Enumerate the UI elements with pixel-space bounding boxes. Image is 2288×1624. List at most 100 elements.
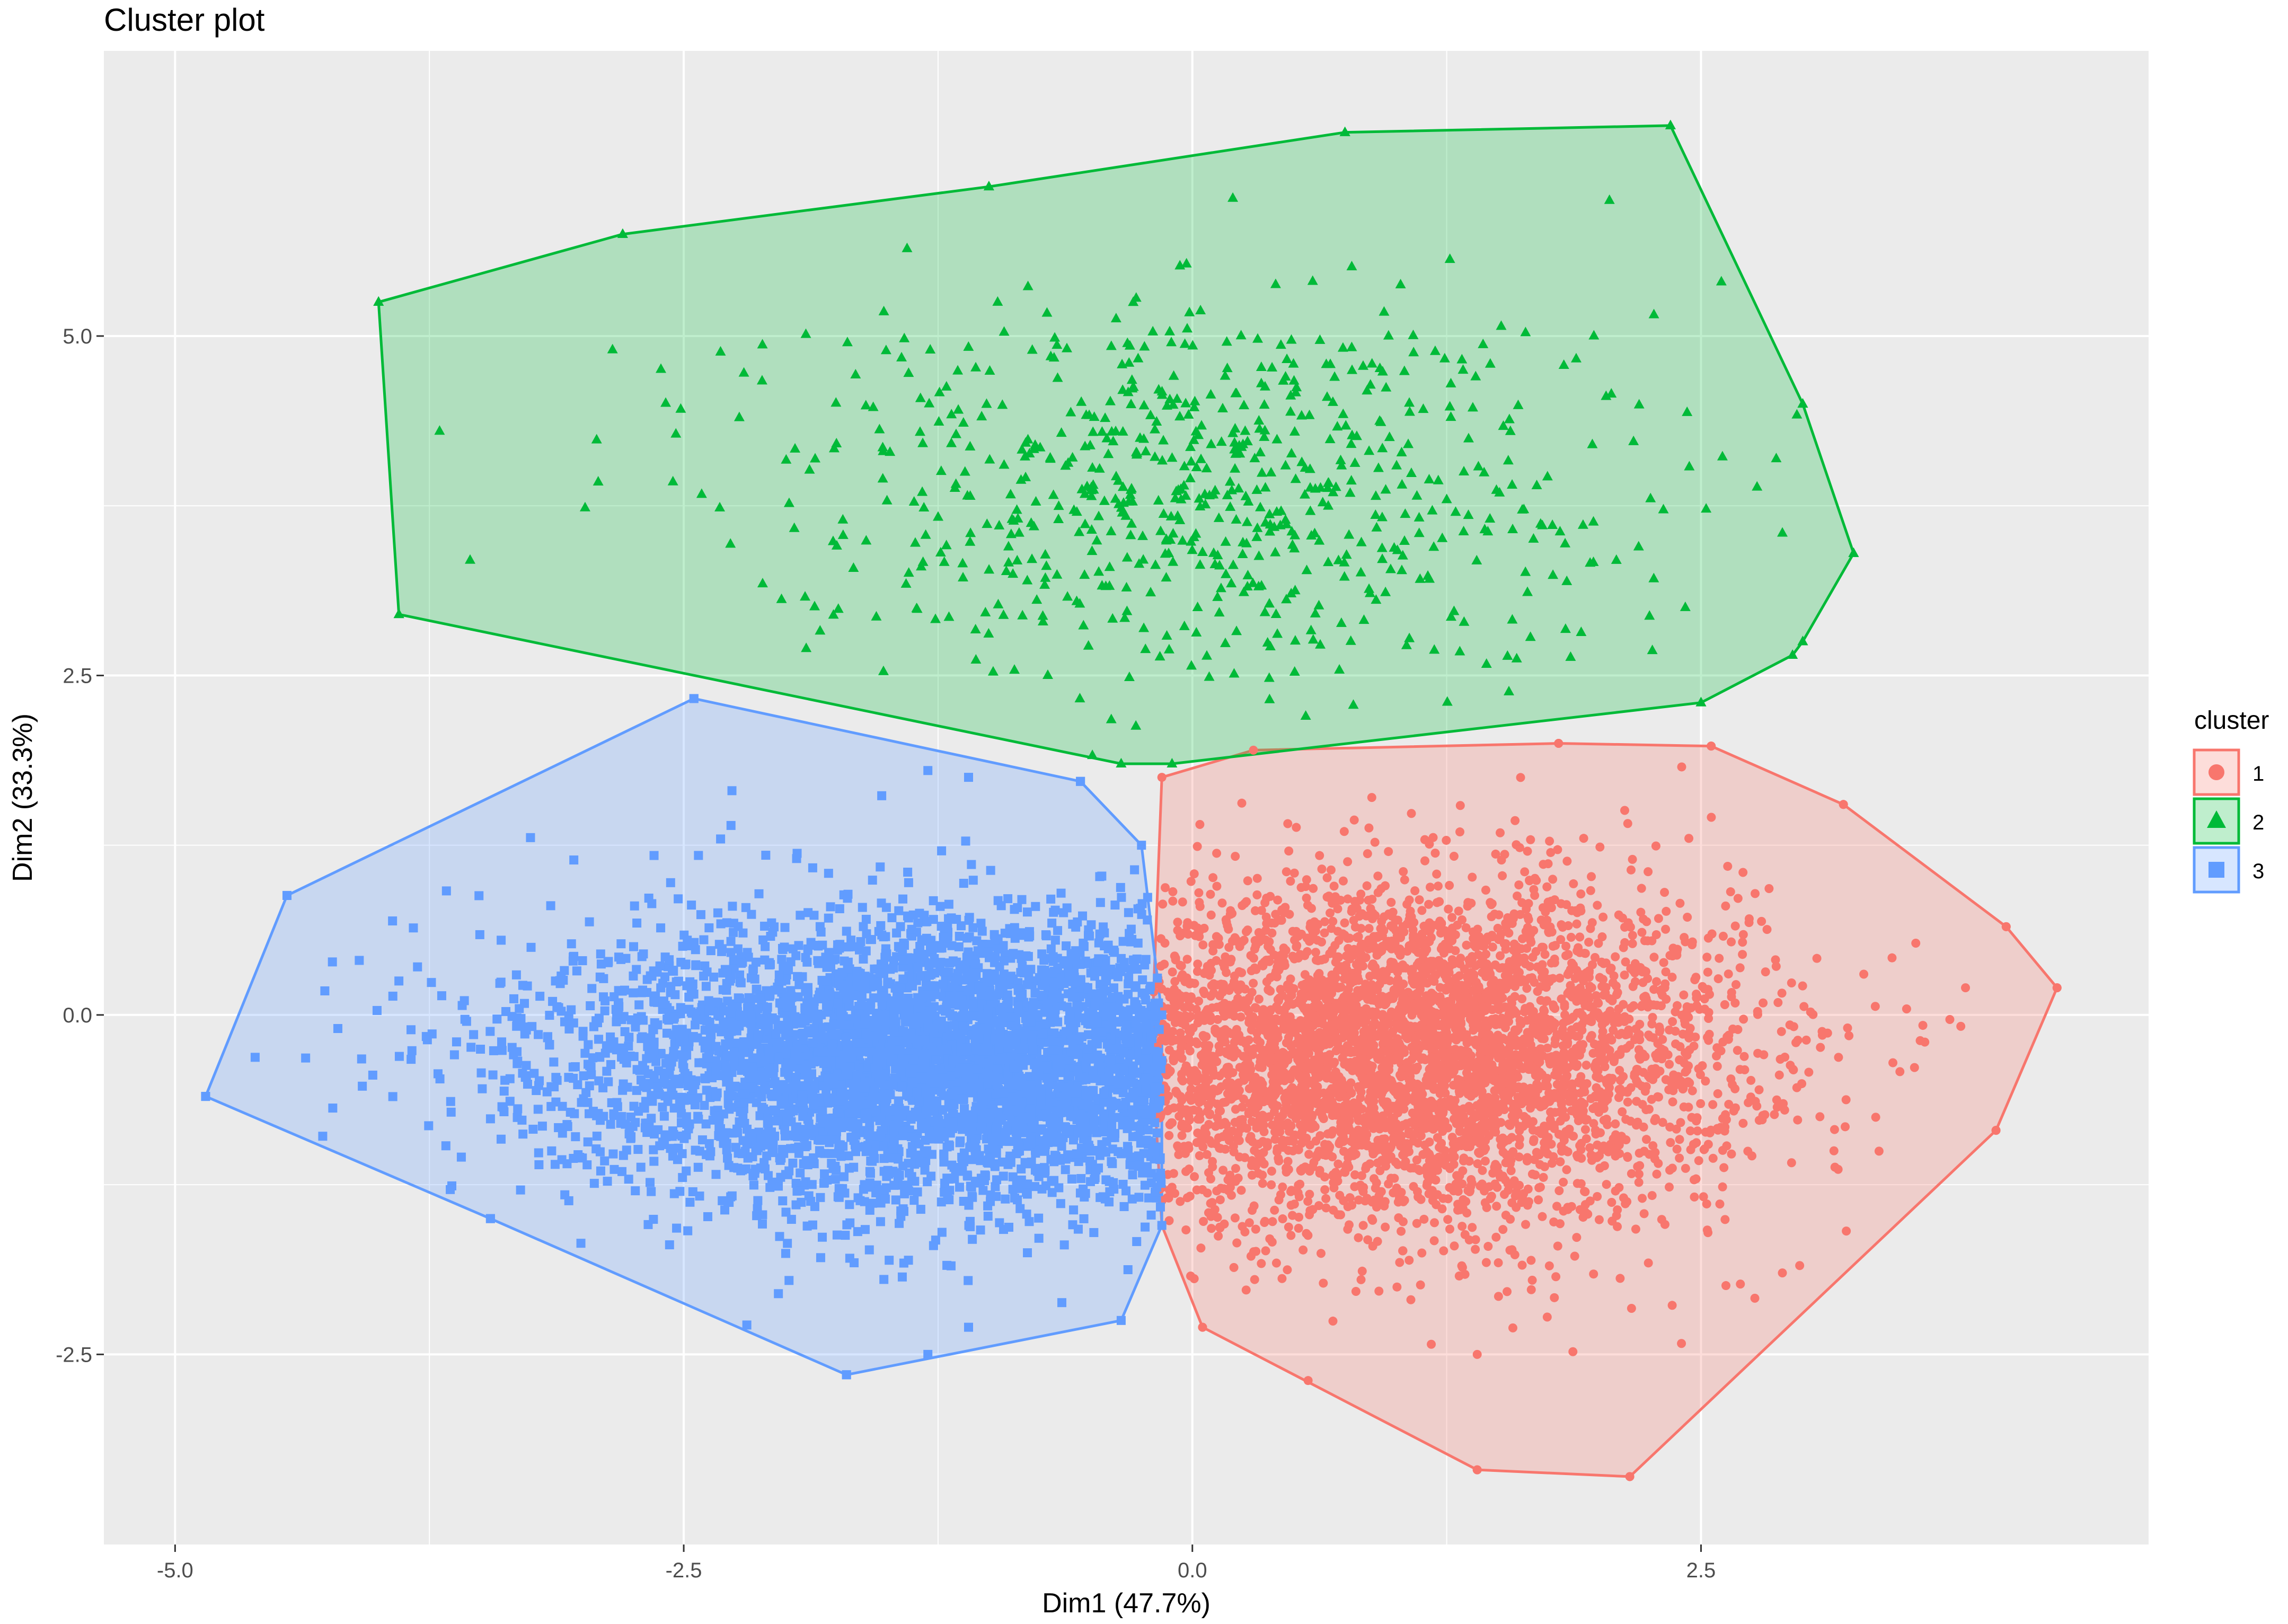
cluster-1-point: [1461, 1046, 1470, 1056]
cluster-1-point: [1628, 939, 1637, 948]
cluster-1-point: [1497, 1066, 1507, 1075]
cluster-1-point: [1560, 1145, 1570, 1155]
cluster-1-point: [1487, 899, 1497, 908]
cluster-1-point: [1759, 998, 1768, 1008]
cluster-1-point: [1542, 1312, 1552, 1322]
cluster-1-point: [1773, 998, 1783, 1007]
cluster-1-point: [1287, 991, 1296, 1000]
cluster-1-point: [1647, 936, 1657, 946]
cluster-1-point: [1668, 1097, 1677, 1107]
cluster-1-point: [1322, 892, 1332, 902]
cluster-1-point: [1252, 873, 1262, 883]
cluster-1-point: [1306, 1041, 1316, 1051]
cluster-1-point: [1624, 1014, 1634, 1024]
cluster-1-point: [1322, 1052, 1332, 1062]
cluster-1-point: [1844, 1031, 1854, 1040]
cluster-1-point: [1386, 898, 1396, 907]
cluster-1-point: [1728, 1080, 1737, 1089]
cluster-1-point: [1703, 967, 1712, 977]
cluster-1-point: [1407, 809, 1416, 818]
cluster-1-point: [1480, 1157, 1490, 1166]
cluster-1-point: [1562, 900, 1571, 910]
cluster-1-point: [1186, 1003, 1195, 1012]
cluster-1-point: [1520, 867, 1530, 877]
cluster-1-point: [1720, 1000, 1729, 1010]
cluster-1-point: [1634, 1178, 1644, 1187]
cluster-1-point: [1298, 1245, 1308, 1255]
cluster-1-point: [1337, 962, 1346, 972]
cluster-1-point: [1264, 1096, 1274, 1106]
cluster-1-point: [1386, 1152, 1395, 1161]
cluster-1-point: [1156, 934, 1165, 943]
cluster-1-point: [1328, 1317, 1338, 1326]
cluster-1-point: [1459, 1056, 1469, 1066]
cluster-1-point: [1526, 1256, 1536, 1265]
cluster-1-point: [1285, 1136, 1294, 1146]
cluster-1-point: [1752, 1101, 1762, 1111]
cluster-1-point: [1284, 1037, 1293, 1046]
cluster-1-point: [1333, 952, 1343, 961]
cluster-1-point: [1212, 849, 1222, 858]
cluster-1-point: [1506, 995, 1516, 1004]
cluster-1-point: [1174, 1111, 1184, 1121]
cluster-1-point: [1834, 1053, 1843, 1062]
cluster-1-point: [1496, 929, 1506, 939]
cluster-1-point: [1488, 1005, 1497, 1014]
cluster-1-point: [1183, 918, 1192, 928]
cluster-1-point: [1619, 1193, 1628, 1203]
cluster-1-point: [1540, 1162, 1549, 1171]
cluster-1-point: [1613, 1050, 1623, 1060]
cluster-1-point: [1381, 881, 1390, 890]
cluster-1-point: [1547, 896, 1556, 906]
cluster-1-point: [1577, 1079, 1586, 1089]
cluster-1-point: [1495, 1019, 1505, 1029]
cluster-1-point: [1522, 1156, 1532, 1166]
cluster-1-point: [1178, 897, 1187, 907]
cluster-1-point: [1777, 988, 1787, 998]
cluster-1-point: [1354, 1116, 1363, 1125]
cluster-1-point: [1739, 1014, 1748, 1024]
cluster-1-point: [1605, 994, 1614, 1003]
cluster-1-point: [1474, 1148, 1483, 1157]
cluster-1-point: [1792, 1083, 1801, 1092]
cluster-1-point: [1400, 875, 1409, 885]
cluster-1-point: [1430, 1218, 1439, 1228]
cluster-1-point: [1645, 1150, 1654, 1159]
cluster-1-point: [1429, 1162, 1439, 1172]
cluster-1-point: [1189, 869, 1199, 879]
cluster-1-point: [1437, 1101, 1447, 1111]
cluster-1-point: [1586, 924, 1595, 933]
cluster-1-point: [1521, 1220, 1531, 1229]
cluster-1-point: [1204, 1168, 1213, 1178]
cluster-1-point: [1321, 1203, 1331, 1213]
cluster-1-point: [1236, 1012, 1245, 1022]
cluster-1-point: [1347, 1201, 1357, 1210]
cluster-1-point: [1507, 1036, 1517, 1045]
cluster-1-point: [1526, 835, 1535, 844]
cluster-1-point: [1372, 1113, 1381, 1123]
cluster-1-point: [1202, 1051, 1211, 1061]
cluster-1-point: [1311, 955, 1321, 965]
cluster-1-point: [1690, 1192, 1699, 1202]
cluster-1-point: [1859, 969, 1869, 979]
cluster-1-point: [1259, 1148, 1268, 1157]
chart-title: Cluster plot: [104, 2, 265, 38]
cluster-1-point: [1793, 1036, 1803, 1045]
cluster-1-point: [1475, 1132, 1485, 1141]
cluster-1-point: [1370, 1174, 1379, 1184]
cluster-1-point: [1157, 773, 1167, 782]
cluster-1-point: [1325, 995, 1335, 1004]
cluster-1-point: [1708, 1100, 1718, 1109]
cluster-1-point: [1451, 930, 1460, 940]
cluster-1-point: [1317, 864, 1327, 874]
cluster-1-point: [1308, 925, 1317, 935]
cluster-1-point: [1542, 882, 1552, 892]
cluster-1-point: [1357, 1171, 1366, 1180]
cluster-1-point: [1562, 1165, 1571, 1175]
cluster-1-point: [1517, 1260, 1527, 1270]
cluster-1-point: [1681, 1067, 1690, 1077]
cluster-1-point: [1585, 1002, 1594, 1012]
cluster-1-point: [1358, 961, 1368, 971]
cluster-1-point: [1326, 908, 1335, 918]
cluster-1-point: [1444, 964, 1453, 973]
